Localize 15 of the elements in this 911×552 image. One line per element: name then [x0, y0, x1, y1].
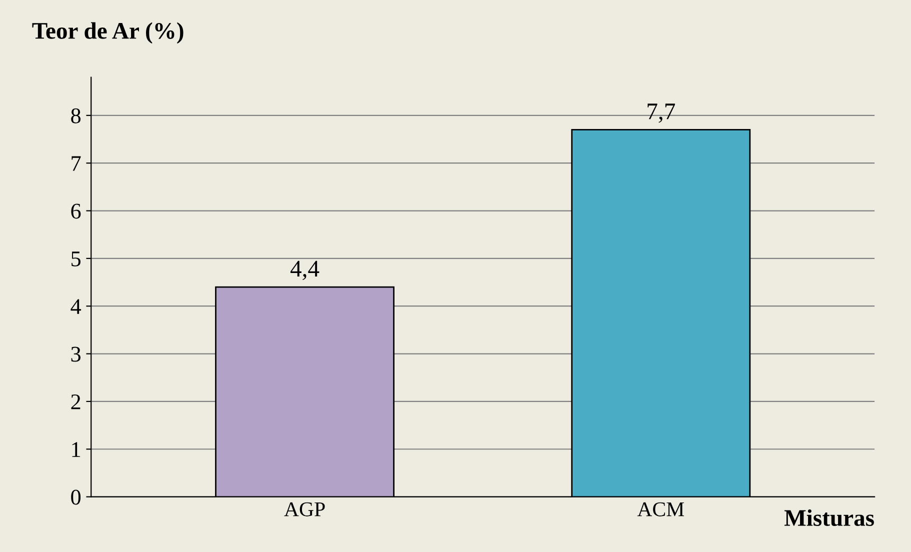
y-tick-label: 7: [72, 156, 81, 171]
y-tick-label: 5: [72, 252, 81, 266]
y-tick-label: 3: [71, 346, 81, 362]
y-tick-label: 4: [70, 299, 82, 314]
y-tick-label: 0: [71, 490, 81, 505]
y-tick-label: 1: [72, 442, 80, 457]
y-axis-title: Teor de Ar (%): [32, 22, 184, 44]
x-tick-label: ACM: [637, 502, 684, 516]
y-tick-label: 6: [71, 204, 81, 219]
data-label: 4,4: [290, 260, 320, 280]
y-tick-label: 8: [71, 108, 81, 124]
y-tick-label: 2: [71, 394, 80, 410]
x-tick-label: AGP: [284, 502, 325, 516]
x-axis-title: Misturas: [784, 509, 874, 526]
data-label: 7,7: [648, 104, 675, 123]
